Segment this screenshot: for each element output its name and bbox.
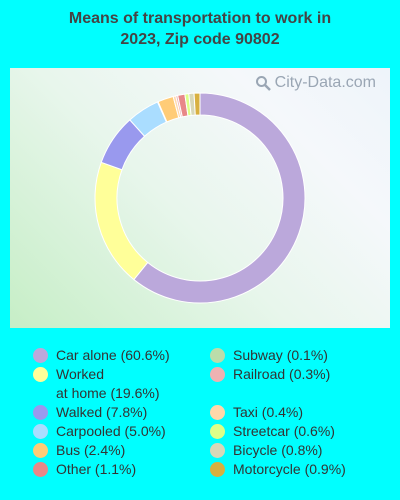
- legend-swatch: [210, 462, 225, 477]
- legend-label: Bicycle (0.8%): [233, 442, 323, 458]
- legend-label: Other (1.1%): [56, 461, 137, 477]
- legend-swatch: [210, 424, 225, 439]
- magnifier-icon: [255, 76, 271, 91]
- legend-label: Carpooled (5.0%): [56, 423, 166, 439]
- slice-car-alone: [133, 92, 306, 304]
- legend-item: Bus (2.4%): [33, 441, 125, 460]
- legend-swatch: [210, 348, 225, 363]
- legend-label: Bus (2.4%): [56, 442, 126, 458]
- legend-label: Worked at home (19.6%): [56, 366, 160, 401]
- legend-item: Subway (0.1%): [210, 346, 328, 365]
- watermark: City-Data.com: [255, 74, 376, 92]
- watermark-text: City-Data.com: [274, 74, 376, 91]
- legend-item: Car alone (60.6%): [33, 346, 170, 365]
- legend-item: Taxi (0.4%): [210, 403, 303, 422]
- legend: Car alone (60.6%) Worked at home (19.6%) W…: [0, 346, 400, 496]
- legend-swatch: [33, 443, 48, 458]
- legend-label: Motorcycle (0.9%): [233, 461, 346, 477]
- legend-item: Worked at home (19.6%): [33, 365, 160, 403]
- slice-worked-at-home: [94, 161, 149, 281]
- legend-swatch: [210, 367, 225, 382]
- legend-swatch: [33, 405, 48, 420]
- legend-swatch: [33, 424, 48, 439]
- legend-label: Streetcar (0.6%): [233, 423, 335, 439]
- legend-item: Walked (7.8%): [33, 403, 147, 422]
- legend-swatch: [33, 462, 48, 477]
- legend-item: Motorcycle (0.9%): [210, 460, 346, 479]
- legend-label: Walked (7.8%): [56, 404, 148, 420]
- legend-label: Taxi (0.4%): [233, 404, 304, 420]
- legend-swatch: [33, 367, 48, 382]
- legend-label: Car alone (60.6%): [56, 347, 170, 363]
- donut-chart: [94, 92, 306, 304]
- legend-item: Other (1.1%): [33, 460, 136, 479]
- slice-motorcycle: [193, 92, 201, 116]
- legend-item: Railroad (0.3%): [210, 365, 330, 384]
- legend-item: Bicycle (0.8%): [210, 441, 322, 460]
- legend-swatch: [210, 405, 225, 420]
- legend-swatch: [33, 348, 48, 363]
- chart-title: Means of transportation to work in 2023,…: [0, 8, 400, 50]
- chart-title-line-2: 2023, Zip code 90802: [120, 31, 280, 48]
- legend-label: Subway (0.1%): [233, 347, 328, 363]
- plot-area: City-Data.com: [10, 68, 390, 328]
- legend-label: Railroad (0.3%): [233, 366, 331, 382]
- chart-title-line-1: Means of transportation to work in: [68, 10, 332, 27]
- legend-swatch: [210, 443, 225, 458]
- legend-item: Streetcar (0.6%): [210, 422, 335, 441]
- legend-item: Carpooled (5.0%): [33, 422, 166, 441]
